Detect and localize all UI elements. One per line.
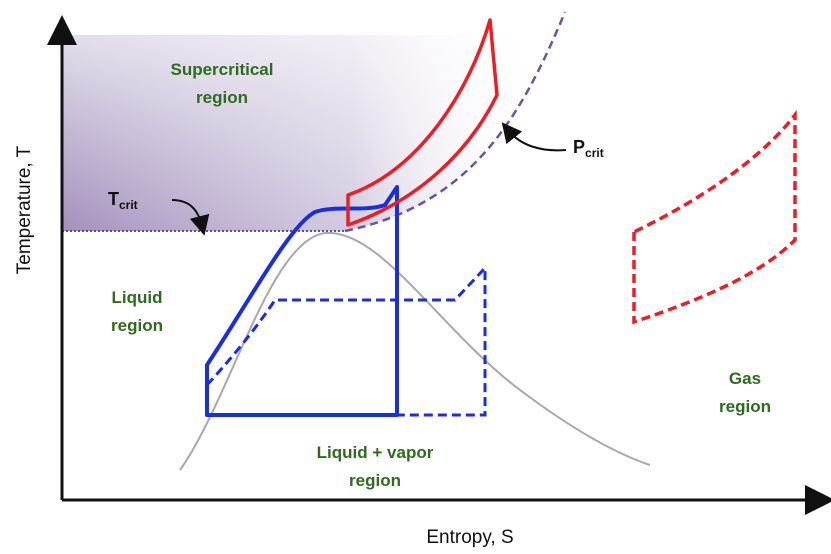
region-label: region xyxy=(196,88,248,107)
y-axis-label: Temperature, T xyxy=(14,145,35,274)
gas-cycle xyxy=(632,109,797,325)
t-crit-sub: crit xyxy=(119,198,138,212)
region-label: Liquid xyxy=(112,288,163,307)
x-axis-label: Entropy, S xyxy=(426,527,513,548)
region-label: region xyxy=(349,471,401,490)
region-label: Supercritical xyxy=(171,60,274,79)
p-crit-main: P xyxy=(573,137,585,157)
subcritical-cycle xyxy=(205,264,487,417)
p-crit-curve xyxy=(344,11,567,233)
region-label: Gas xyxy=(729,369,761,388)
transcritical-cycle xyxy=(205,185,399,417)
p-crit-label: Pcrit xyxy=(573,137,604,160)
region-label: region xyxy=(111,316,163,335)
saturation-dome xyxy=(179,231,651,471)
region-label: Liquid + vapor xyxy=(317,443,434,462)
p-crit-arrow xyxy=(501,122,567,152)
p-crit-sub: crit xyxy=(585,146,604,160)
supercritical-cycle xyxy=(346,18,499,227)
t-crit-arrow xyxy=(171,199,210,236)
t-crit-main: T xyxy=(108,189,119,209)
t-crit-label: Tcrit xyxy=(108,189,138,212)
region-label: region xyxy=(719,397,771,416)
